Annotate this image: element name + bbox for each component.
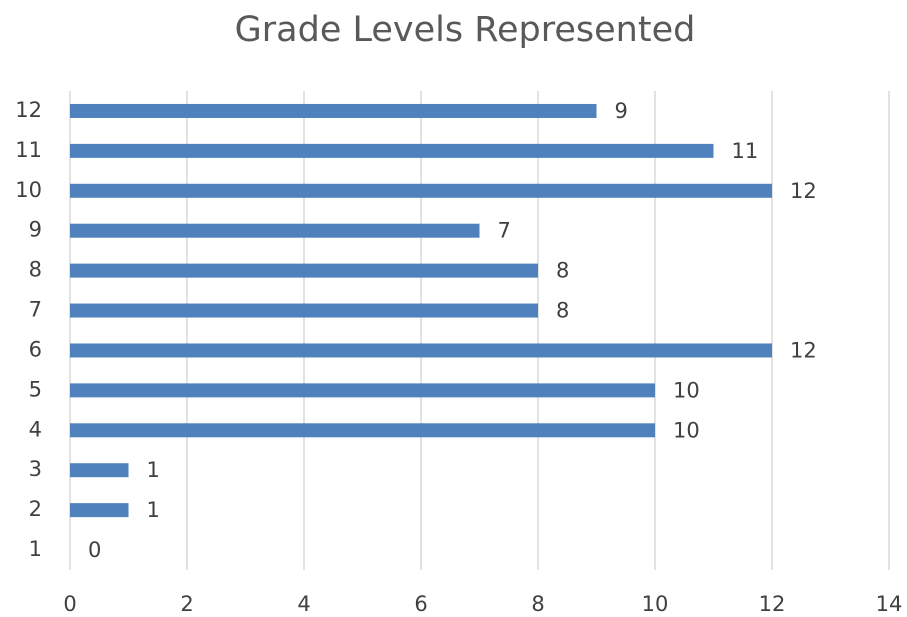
x-tick-label: 14 <box>876 592 903 616</box>
data-label: 1 <box>147 458 160 482</box>
bar <box>70 423 655 438</box>
y-tick-label: 12 <box>15 98 42 122</box>
data-label: 8 <box>556 259 569 283</box>
bar <box>70 103 597 118</box>
y-tick-label: 10 <box>15 178 42 202</box>
x-tick-label: 12 <box>759 592 786 616</box>
x-tick-label: 4 <box>297 592 310 616</box>
x-tick-label: 6 <box>414 592 427 616</box>
data-label: 12 <box>790 338 817 362</box>
y-tick-label: 1 <box>29 537 42 561</box>
data-label: 0 <box>88 538 101 562</box>
x-tick-label: 0 <box>63 592 76 616</box>
y-tick-label: 11 <box>15 138 42 162</box>
bar <box>70 183 772 198</box>
bar <box>70 503 129 518</box>
data-label: 12 <box>790 179 817 203</box>
bar <box>70 143 714 158</box>
data-label: 9 <box>615 99 628 123</box>
x-tick-label: 8 <box>531 592 544 616</box>
bar <box>70 383 655 398</box>
data-label: 1 <box>147 498 160 522</box>
y-tick-label: 4 <box>29 417 42 441</box>
x-tick-label: 2 <box>180 592 193 616</box>
bar <box>70 343 772 358</box>
y-tick-label: 9 <box>29 218 42 242</box>
chart-title: Grade Levels Represented <box>235 10 696 50</box>
y-tick-label: 8 <box>29 258 42 282</box>
bar <box>70 223 480 238</box>
y-tick-label: 5 <box>29 377 42 401</box>
bar <box>70 463 129 478</box>
data-label: 11 <box>732 139 759 163</box>
y-tick-label: 7 <box>29 298 42 322</box>
data-label: 7 <box>498 219 511 243</box>
y-tick-label: 3 <box>29 457 42 481</box>
y-tick-label: 6 <box>29 337 42 361</box>
bar <box>70 263 538 278</box>
x-tick-label: 10 <box>642 592 669 616</box>
data-label: 10 <box>673 418 700 442</box>
bar <box>70 303 538 318</box>
y-tick-label: 2 <box>29 497 42 521</box>
data-label: 10 <box>673 378 700 402</box>
data-label: 8 <box>556 299 569 323</box>
